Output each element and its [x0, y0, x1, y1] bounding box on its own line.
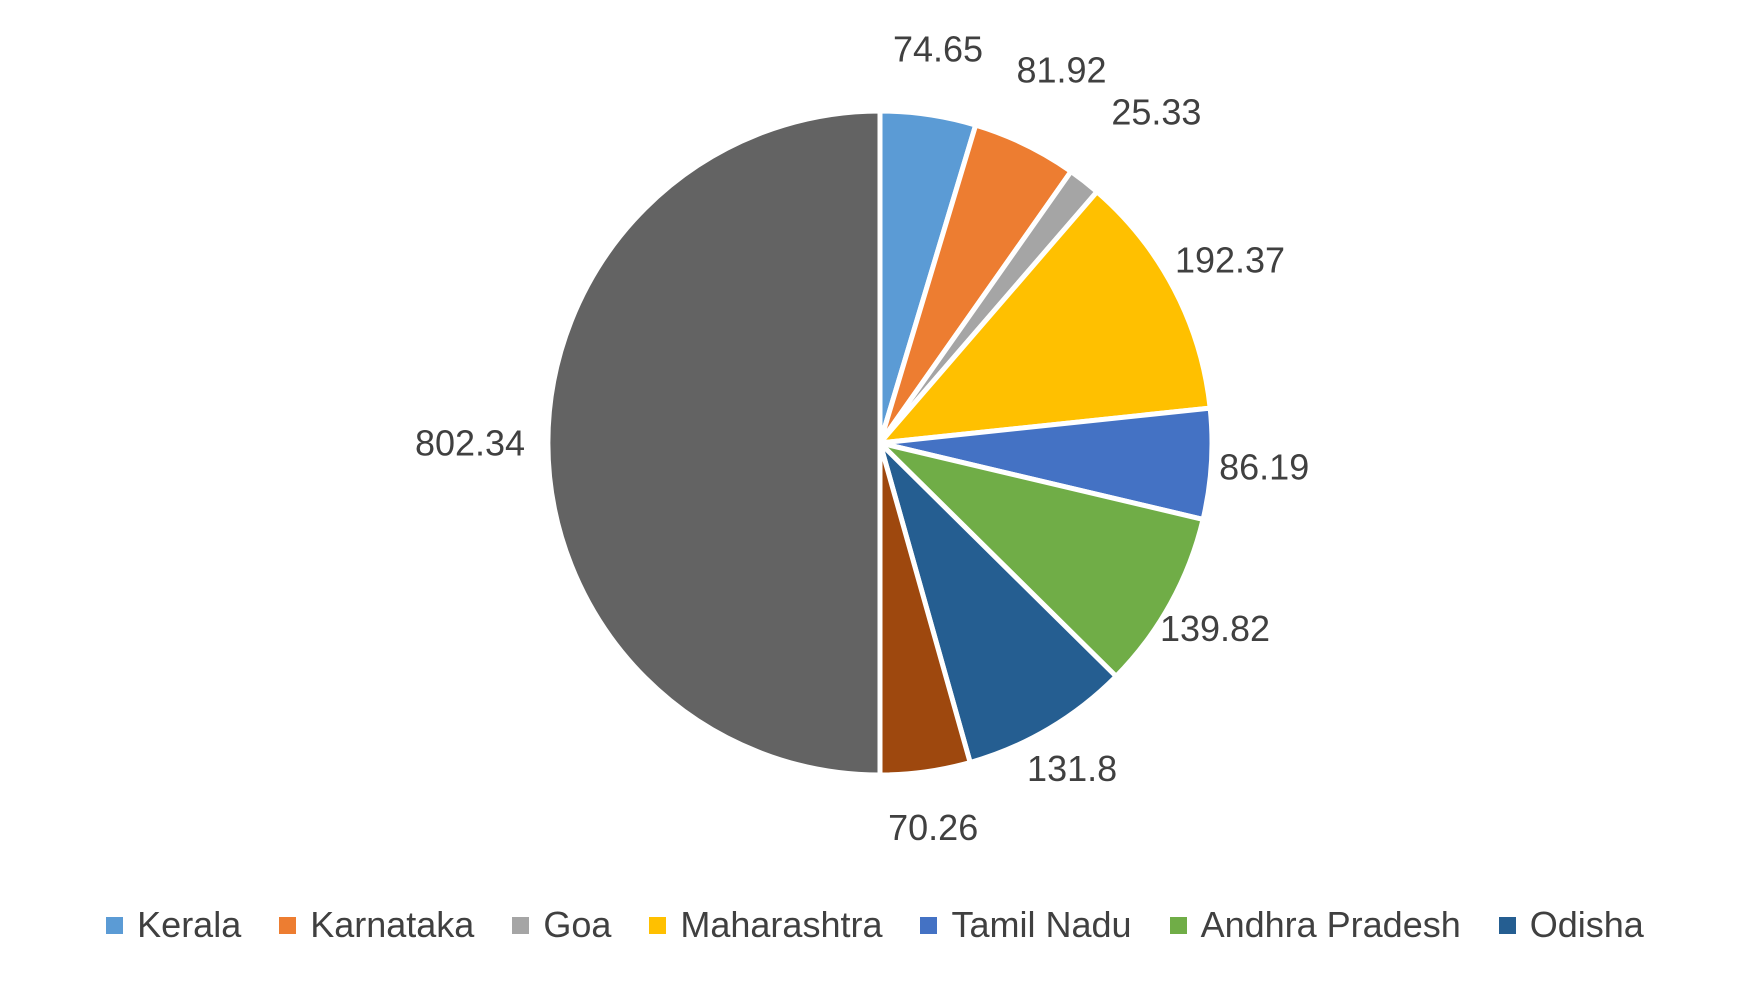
- legend-label: Karnataka: [310, 904, 475, 945]
- legend-item: Andhra Pradesh: [1169, 904, 1461, 946]
- legend-label: Goa: [543, 904, 612, 945]
- chart-legend: Kerala Karnataka Goa Maharashtra Tamil Nadu A…: [0, 895, 1750, 955]
- legend-item: Karnataka: [279, 904, 474, 946]
- legend-swatch: [512, 916, 530, 934]
- legend-item: Kerala: [106, 904, 241, 946]
- data-label: 86.19: [1219, 446, 1309, 487]
- pie-slice-8: [545, 108, 883, 778]
- legend-label: Odisha: [1529, 904, 1644, 945]
- legend-swatch: [279, 916, 297, 934]
- legend-item: Maharashtra: [649, 904, 882, 946]
- legend-label: Kerala: [137, 904, 242, 945]
- data-label: 74.65: [893, 29, 983, 70]
- legend-swatch: [1169, 916, 1187, 934]
- data-label: 81.92: [1016, 49, 1106, 90]
- pie-slices: [545, 108, 1215, 778]
- legend-swatch: [106, 916, 124, 934]
- pie-slice-maharashtra: [877, 189, 1213, 446]
- pie-slice-odisha: [877, 440, 1119, 766]
- legend-swatch: [1498, 916, 1516, 934]
- data-label: 802.34: [415, 423, 525, 464]
- legend-item: Odisha: [1498, 904, 1644, 946]
- pie-slice-andhra-pradesh: [877, 440, 1206, 679]
- legend-label: Maharashtra: [680, 904, 883, 945]
- legend-label: Andhra Pradesh: [1200, 904, 1461, 945]
- legend-label: Tamil Nadu: [951, 904, 1132, 945]
- legend-item: Goa: [512, 904, 611, 946]
- data-label: 25.33: [1111, 91, 1201, 132]
- data-label: 131.8: [1027, 748, 1117, 789]
- legend-swatch: [649, 916, 667, 934]
- data-label: 192.37: [1175, 239, 1285, 280]
- legend-swatch: [920, 916, 938, 934]
- data-label: 139.82: [1160, 608, 1270, 649]
- data-label: 70.26: [888, 807, 978, 848]
- legend-item: Tamil Nadu: [920, 904, 1132, 946]
